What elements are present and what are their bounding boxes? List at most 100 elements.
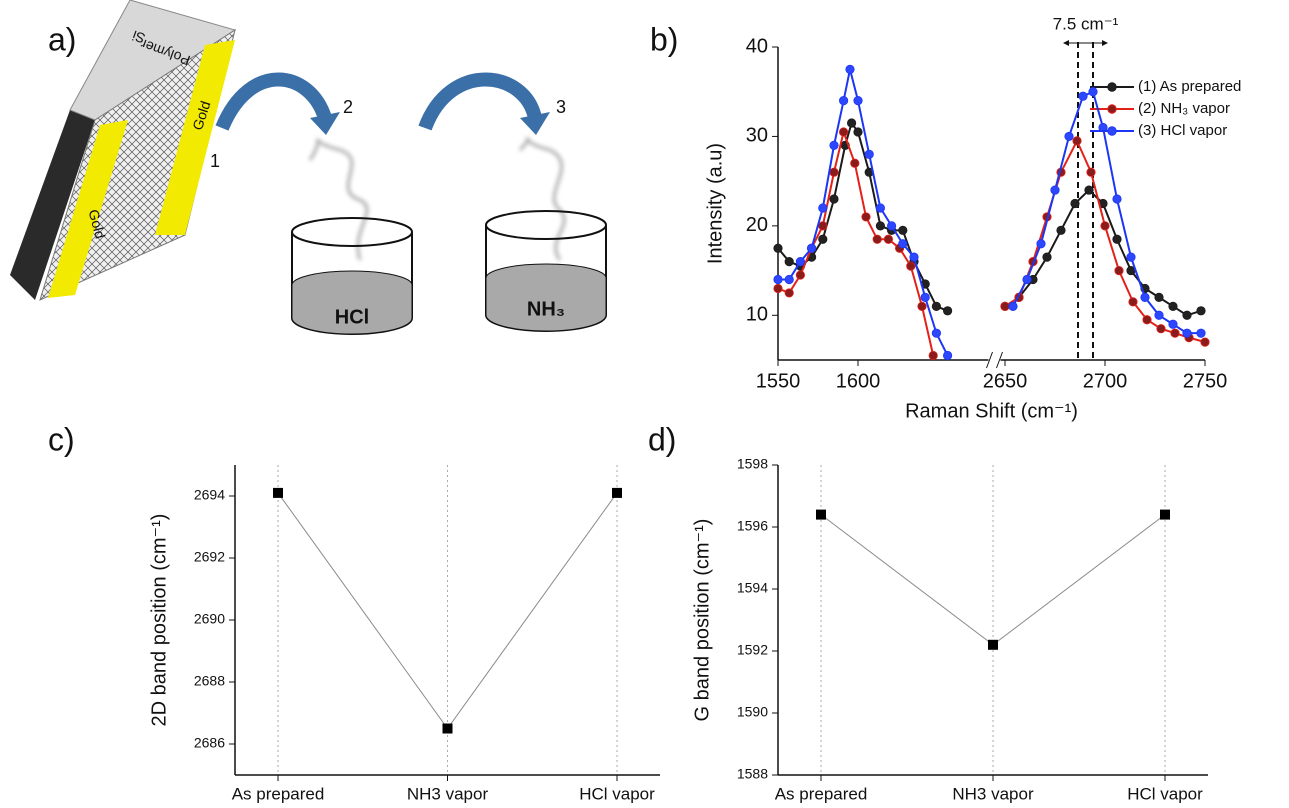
- data-point: [1070, 198, 1080, 209]
- data-point: [1156, 324, 1166, 334]
- data-point: [806, 243, 817, 253]
- data-point: [1168, 301, 1178, 311]
- axis-break-mark: [996, 351, 1003, 369]
- data-point: [931, 301, 942, 311]
- data-point: [784, 288, 794, 298]
- annotation-text: 7.5 cm⁻¹: [1053, 14, 1119, 33]
- data-point: [773, 283, 783, 294]
- data-point: [988, 639, 998, 650]
- data-point: [1112, 194, 1122, 204]
- data-point: [1182, 310, 1192, 320]
- data-point: [875, 221, 886, 231]
- data-point: [1072, 136, 1082, 146]
- data-point: [829, 194, 839, 204]
- substrate-side: [10, 110, 95, 300]
- x-tick-label: 1550: [756, 370, 801, 392]
- legend-marker: [1107, 82, 1117, 92]
- data-point: [773, 274, 783, 285]
- data-point: [1200, 337, 1210, 347]
- step-label: 2: [343, 97, 353, 117]
- axis-break: [988, 352, 1001, 368]
- x-tick-label: HCl vapor: [579, 784, 655, 803]
- data-point: [909, 252, 919, 262]
- schematic: a) Si Polymer Gold Gold 1 2 3 HCl NH₃: [10, 0, 607, 335]
- data-point: [1086, 167, 1096, 177]
- data-point: [898, 225, 908, 235]
- data-point: [846, 118, 857, 128]
- data-point: [773, 243, 783, 253]
- electrode-label: Gold: [86, 208, 109, 241]
- data-point: [795, 270, 806, 280]
- data-point: [829, 167, 839, 177]
- data-point: [1168, 319, 1178, 329]
- y-tick-label: 2688: [194, 673, 225, 689]
- gold-electrode: [48, 120, 128, 298]
- data-point: [838, 96, 849, 106]
- series-line: [777, 128, 1206, 356]
- data-point: [829, 140, 839, 150]
- data-point: [845, 64, 855, 74]
- legend-marker: [1107, 104, 1117, 114]
- data-point: [861, 212, 871, 222]
- legend-marker: [1107, 126, 1117, 136]
- data-point: [942, 350, 953, 361]
- y-tick-label: 1588: [737, 766, 768, 782]
- y-tick-label: 2692: [194, 549, 225, 565]
- data-point: [1154, 292, 1164, 302]
- data-point: [1142, 315, 1152, 325]
- panel-label: c): [48, 421, 75, 457]
- data-point: [886, 221, 897, 231]
- axis-break-mark: [986, 351, 993, 369]
- y-tick-label: 1592: [737, 642, 768, 658]
- data-point: [883, 234, 894, 244]
- y-axis-title: 2D band position (cm⁻¹): [148, 514, 170, 727]
- gold-electrode: [155, 40, 235, 235]
- data-point: [818, 234, 828, 244]
- x-axis-title: Raman Shift (cm⁻¹): [905, 400, 1078, 422]
- y-tick-label: 1590: [737, 704, 768, 720]
- x-tick-label: 2700: [1083, 370, 1128, 392]
- data-point: [1160, 509, 1170, 520]
- x-tick-label: NH3 vapor: [952, 784, 1034, 803]
- legend-label: (3) HCl vapor: [1138, 122, 1227, 139]
- data-point: [853, 96, 863, 106]
- data-point: [1088, 87, 1098, 97]
- data-point: [872, 234, 882, 244]
- data-point: [838, 127, 849, 137]
- data-point: [1182, 328, 1192, 338]
- data-point: [1050, 185, 1060, 195]
- data-point: [1064, 131, 1074, 142]
- x-tick-label: NH3 vapor: [407, 784, 489, 803]
- data-point: [1114, 265, 1124, 276]
- data-point: [1022, 274, 1032, 285]
- arrow-head: [520, 112, 550, 135]
- y-axis-title: Intensity (a.u): [704, 143, 726, 264]
- data-point: [898, 239, 908, 249]
- y-tick-label: 40: [746, 35, 768, 57]
- data-point: [818, 203, 828, 213]
- data-point: [875, 203, 886, 213]
- data-point: [917, 301, 927, 311]
- data-point: [853, 127, 863, 137]
- data-point: [784, 257, 794, 267]
- y-tick-label: 2694: [194, 487, 225, 503]
- data-point: [1112, 234, 1122, 244]
- panel-label: d): [648, 421, 676, 457]
- arrow: [215, 72, 332, 131]
- arrow-head: [310, 112, 340, 135]
- data-point: [1042, 252, 1052, 262]
- panel-label: b): [650, 21, 678, 57]
- data-point: [1084, 185, 1094, 195]
- y-axis-title: G band position (cm⁻¹): [691, 519, 713, 722]
- data-point: [1036, 239, 1046, 249]
- data-point: [942, 306, 953, 316]
- y-tick-label: 1596: [737, 518, 768, 534]
- y-tick-label: 20: [746, 214, 768, 236]
- step-label: 1: [210, 151, 220, 171]
- data-point: [442, 723, 453, 734]
- layer-label: Si: [130, 27, 147, 46]
- legend-label: (1) As prepared: [1138, 78, 1241, 95]
- liquid: [485, 263, 607, 332]
- data-point: [850, 158, 860, 168]
- y-tick-label: 2690: [194, 611, 225, 627]
